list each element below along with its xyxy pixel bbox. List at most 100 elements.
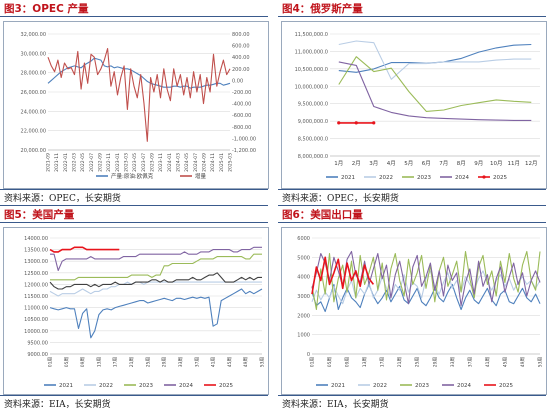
x-tick-label: 53周 bbox=[538, 357, 544, 367]
y-tick-label: 22,000.00 bbox=[21, 129, 46, 135]
x-tick-label: 12月 bbox=[525, 160, 538, 167]
x-tick-label: 29周 bbox=[162, 357, 168, 367]
y-tick-label: 9,500,000.0 bbox=[298, 102, 328, 108]
y-tick-label: 6000 bbox=[297, 236, 310, 242]
chart-frame: 8,000,000.0 8,500,000.0 9,000,000.0 9,500,0… bbox=[281, 21, 547, 189]
x-tick-label: 17周 bbox=[380, 357, 386, 367]
y2-tick-label: -1,000.00 bbox=[232, 136, 256, 142]
panel-us-exports: 图6：美国出口量 0 1000 2000 3000 4000 5000 6000 01周 05周… bbox=[278, 206, 550, 412]
x-tick-label: 53周 bbox=[260, 357, 266, 367]
source-divider bbox=[0, 395, 268, 396]
panel-title-bar: 图6：美国出口量 bbox=[278, 206, 546, 223]
panel-title: 图4：俄罗斯产量 bbox=[282, 3, 363, 15]
y-tick-label: 4000 bbox=[297, 275, 310, 281]
legend-label: 2022 bbox=[373, 383, 387, 389]
x-tick-label: 2022-07 bbox=[89, 153, 95, 172]
series-point bbox=[337, 121, 341, 125]
x-tick-label: 09周 bbox=[80, 357, 86, 367]
legend-label: 2023 bbox=[139, 383, 153, 389]
legend-label: 2025 bbox=[219, 383, 233, 389]
x-tick-label: 13周 bbox=[96, 357, 102, 367]
legend-label: 2022 bbox=[99, 383, 113, 389]
legend-label: 2025 bbox=[493, 175, 507, 181]
x-tick-label: 2023-01 bbox=[115, 153, 121, 172]
y-tick-label: 9500.00 bbox=[27, 340, 48, 346]
panel-title: 图5：美国产量 bbox=[4, 209, 75, 221]
source-divider-bottom bbox=[0, 205, 268, 206]
y2-tick-label: -200.00 bbox=[232, 90, 251, 96]
x-tick-label: 2022-09 bbox=[98, 153, 104, 172]
series-line-2025 bbox=[311, 256, 375, 295]
x-tick-label: 11月 bbox=[508, 160, 521, 167]
series-line-2023 bbox=[50, 253, 262, 281]
source-divider-bottom bbox=[278, 205, 546, 206]
y2-tick-label: 0.00 bbox=[232, 78, 243, 84]
panel-title: 图6：美国出口量 bbox=[282, 209, 363, 221]
y2-tick-label: -600.00 bbox=[232, 113, 251, 119]
source-note: 资料来源：OPEC，长安期货 bbox=[282, 194, 399, 204]
y-tick-label: 12000.00 bbox=[24, 282, 48, 288]
x-tick-label: 3月 bbox=[369, 160, 378, 167]
x-tick-label: 2024-01 bbox=[167, 153, 173, 172]
x-tick-label: 9月 bbox=[474, 160, 483, 167]
y-tick-label: 8,000,000.0 bbox=[298, 154, 328, 160]
y-tick-label: 20,000.00 bbox=[21, 148, 46, 154]
y2-tick-label: 600.00 bbox=[232, 44, 250, 50]
x-tick-label: 2023-09 bbox=[150, 153, 156, 172]
x-tick-label: 2023-05 bbox=[132, 153, 138, 172]
y2-tick-label: -800.00 bbox=[232, 125, 251, 131]
panel-us-production: 图5：美国产量 9000.00 9500.00 10000.00 10500.00 11… bbox=[0, 206, 272, 412]
y-tick-label: 11000.00 bbox=[24, 306, 48, 312]
y2-tick-label: 800.00 bbox=[232, 32, 250, 38]
series-line-2022 bbox=[311, 270, 541, 305]
x-tick-label: 2023-07 bbox=[141, 153, 147, 172]
legend-label: 2023 bbox=[417, 175, 431, 181]
chart-frame: 0 1000 2000 3000 4000 5000 6000 01周 05周 09周 13周 17周… bbox=[281, 227, 547, 395]
y-tick-label: 13000.00 bbox=[24, 259, 48, 265]
y-tick-label: 11,500,000.0 bbox=[295, 32, 328, 38]
x-tick-label: 45周 bbox=[502, 357, 508, 367]
legend-label: 2021 bbox=[59, 383, 73, 389]
series-line-产量:原油:欧佩克 bbox=[47, 57, 231, 89]
y2-tick-label: -400.00 bbox=[232, 102, 251, 108]
series-line-2023 bbox=[338, 56, 532, 112]
legend-label: 2024 bbox=[457, 383, 471, 389]
x-tick-label: 05周 bbox=[327, 357, 333, 367]
opec-chart: 20,000.00 22,000.00 24,000.00 26,000.00 28,0… bbox=[21, 32, 257, 180]
x-tick-label: 2024-05 bbox=[184, 153, 190, 172]
legend-label: 2023 bbox=[415, 383, 429, 389]
x-tick-label: 2022-05 bbox=[80, 153, 86, 172]
panel-title-bar: 图3：OPEC 产量 bbox=[0, 0, 268, 17]
us-exports-chart: 0 1000 2000 3000 4000 5000 6000 01周 05周 09周 13周 17周… bbox=[297, 236, 544, 389]
y-tick-label: 3000 bbox=[297, 294, 310, 300]
x-tick-label: 2022-03 bbox=[72, 153, 78, 172]
y-tick-label: 12500.00 bbox=[24, 271, 48, 277]
y2-tick-label: 200.00 bbox=[232, 67, 250, 73]
legend-marker bbox=[482, 175, 486, 179]
x-tick-label: 41周 bbox=[485, 357, 491, 367]
x-tick-label: 2023-03 bbox=[124, 153, 130, 172]
series-line-2025 bbox=[49, 246, 120, 253]
legend-label: 2022 bbox=[379, 175, 393, 181]
chart-frame: 20,000.00 22,000.00 24,000.00 26,000.00 28,0… bbox=[3, 21, 269, 189]
y-tick-label: 10500.00 bbox=[24, 317, 48, 323]
y-tick-label: 13500.00 bbox=[24, 248, 48, 254]
x-tick-label: 8月 bbox=[457, 160, 466, 167]
y-tick-label: 11,000,000.0 bbox=[295, 49, 328, 55]
legend-label: 2021 bbox=[341, 175, 355, 181]
chart-frame: 9000.00 9500.00 10000.00 10500.00 11000.00 11… bbox=[3, 227, 269, 395]
x-tick-label: 2025-03 bbox=[228, 153, 234, 172]
x-tick-label: 45周 bbox=[227, 357, 233, 367]
x-tick-label: 2021-09 bbox=[46, 153, 52, 172]
series-point bbox=[354, 121, 358, 125]
x-tick-label: 41周 bbox=[211, 357, 217, 367]
y-tick-label: 28,000.00 bbox=[21, 71, 46, 77]
x-tick-label: 17周 bbox=[113, 357, 119, 367]
panel-russia-production: 图4：俄罗斯产量 8,000,000.0 8,500,000.0 9,000,000… bbox=[278, 0, 550, 206]
x-tick-label: 01周 bbox=[48, 357, 54, 367]
series-line-2021 bbox=[49, 288, 263, 339]
y-tick-label: 14000.00 bbox=[24, 236, 48, 242]
y-tick-label: 2000 bbox=[297, 313, 310, 319]
series-line-2022 bbox=[338, 40, 532, 80]
source-divider bbox=[278, 189, 546, 190]
